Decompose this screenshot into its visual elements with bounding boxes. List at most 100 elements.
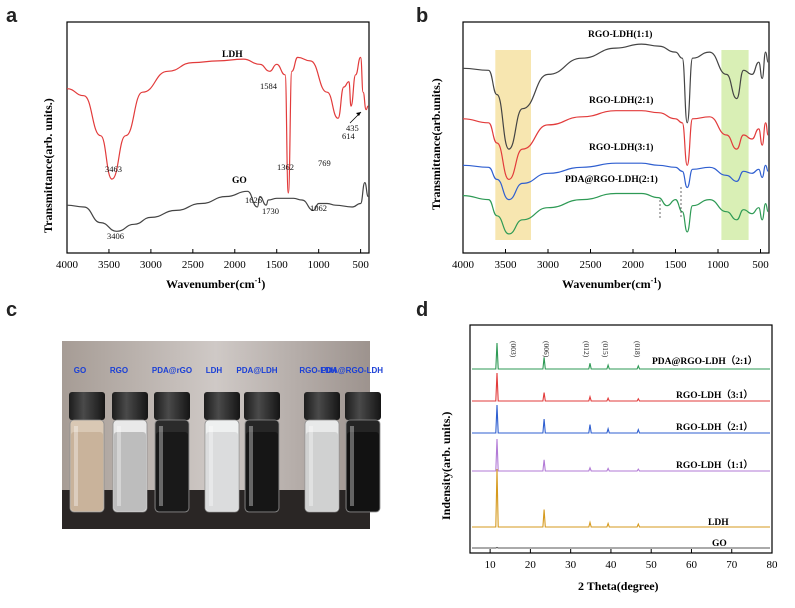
panel-a-tick-label: 3500: [98, 259, 121, 271]
xrd-label-go: GO: [712, 539, 727, 549]
vial-cap: [244, 392, 280, 420]
vial-label-1: RGO: [110, 366, 128, 375]
highlight-lowwave-region: [721, 50, 749, 240]
xrd-label-2-1: RGO-LDH（2:1）: [676, 421, 753, 433]
go-ftir-line: [66, 181, 369, 232]
vial-label-3: LDH: [206, 366, 223, 375]
xrd-label-1-1: RGO-LDH（1:1）: [676, 459, 753, 471]
peak-012: (012): [582, 341, 591, 358]
vial-cap: [345, 392, 381, 420]
panel-a-tick-label: 1500: [266, 259, 289, 271]
panel-b-plot: 4000 3500 3000 2500 2000 1500 1000 500 RGO-LDH(…: [452, 21, 770, 271]
vial-label-6: PDA@RGO-LDH: [321, 366, 383, 375]
peak-label-3406: 3406: [107, 231, 124, 241]
rgo-ldh-3-1-line: [462, 162, 769, 201]
rgo-ldh-3-1-label: RGO-LDH(3:1): [589, 142, 653, 153]
pda-rgo-ldh-2-1-line: [462, 192, 769, 235]
panel-a-tick-label: 1000: [308, 259, 331, 271]
vial-glare: [74, 426, 78, 506]
panel-a-ylabel: Transmittance(arb. units.): [41, 98, 55, 233]
panel-a-tick-label: 4000: [56, 259, 79, 271]
panel-d-xticks: 10 20 30 40 50 60 70 80: [485, 549, 778, 571]
vial-label-0: GO: [74, 366, 86, 375]
rgo-ldh-1-1-line: [462, 43, 769, 150]
panel-c-label: c: [6, 299, 17, 321]
panel-d-xlabel: 2 Theta(degree): [578, 579, 659, 593]
vial-liquid: [306, 432, 338, 511]
peak-label-1730: 1730: [262, 206, 279, 216]
panel-b-xticks: 4000 3500 3000 2500 2000 1500 1000 500: [452, 249, 769, 271]
panel-a-tick-label: 2000: [224, 259, 247, 271]
panel-b-tick-label: 1500: [665, 259, 688, 271]
panel-d-tick-label: 70: [726, 559, 738, 571]
panel-b-tick-label: 3500: [495, 259, 518, 271]
panel-a-label: a: [6, 5, 18, 27]
peak-015: (015): [601, 341, 610, 358]
vial-cap: [112, 392, 148, 420]
panel-a-xlabel: Wavenumber(cm-1): [166, 276, 265, 291]
panel-b-ylabel: Transmittance(arb.units.): [429, 78, 443, 210]
arrow-435-head: [356, 112, 361, 116]
panel-a-tick-label: 3000: [140, 259, 163, 271]
panel-a-xticks: 4000 3500 3000 2500 2000 1500 1000 500: [56, 249, 369, 271]
rgo-ldh-2-1-label: RGO-LDH(2:1): [589, 95, 653, 106]
vial-liquid: [71, 432, 103, 511]
vial-glare: [117, 426, 121, 506]
vial-cap: [204, 392, 240, 420]
vial-cap: [69, 392, 105, 420]
vial-label-4: PDA@LDH: [236, 366, 277, 375]
peak-label-3463: 3463: [105, 164, 122, 174]
vial-liquid: [246, 432, 278, 511]
panel-b-label: b: [416, 5, 428, 27]
peak-label-435: 435: [346, 123, 359, 133]
xrd-line-5: [472, 546, 770, 549]
xrd-line-4: [472, 468, 770, 528]
rgo-ldh-2-1-line: [462, 110, 769, 181]
xrd-label-3-1: RGO-LDH（3:1）: [676, 389, 753, 401]
ldh-ftir-line: [66, 56, 369, 194]
panel-d-label: d: [416, 299, 428, 321]
peak-label-1362: 1362: [277, 162, 294, 172]
vial-glare: [350, 426, 354, 506]
xrd-label-ldh: LDH: [708, 518, 729, 528]
panel-d-tick-label: 20: [525, 559, 537, 571]
xrd-line-2: [472, 404, 770, 434]
panel-b-tick-label: 500: [752, 259, 769, 271]
rgo-ldh-1-1-label: RGO-LDH(1:1): [588, 29, 652, 40]
vial-glare: [309, 426, 313, 506]
peak-label-1626: 1626: [245, 195, 262, 205]
panel-d-tick-label: 40: [605, 559, 617, 571]
vial-liquid: [114, 432, 146, 511]
panel-d-tick-label: 10: [485, 559, 497, 571]
panel-d-tick-label: 80: [767, 559, 779, 571]
panel-d-tick-label: 30: [565, 559, 577, 571]
panel-b-tick-label: 2500: [580, 259, 603, 271]
panel-a-tick-label: 500: [352, 259, 369, 271]
pda-rgo-ldh-2-1-label: PDA@RGO-LDH(2:1): [565, 174, 658, 185]
peak-003: (003): [509, 341, 518, 358]
xrd-label-pda-2-1: PDA@RGO-LDH（2:1）: [652, 355, 757, 367]
panel-d-tick-label: 60: [686, 559, 698, 571]
vial-liquid: [156, 432, 188, 511]
panel-d-tick-label: 50: [646, 559, 658, 571]
panel-b-xlabel: Wavenumber(cm-1): [562, 276, 661, 291]
panel-a-tick-label: 2500: [182, 259, 205, 271]
peak-label-1062: 1062: [310, 203, 327, 213]
vial-glare: [209, 426, 213, 506]
highlight-oh-region: [495, 50, 531, 240]
peak-label-1584: 1584: [260, 81, 278, 91]
vial-glare: [159, 426, 163, 506]
panel-a-plot: 4000 3500 3000 2500 2000 1500 1000 500 LDH GO 3…: [56, 21, 370, 271]
peak-018: (018): [633, 341, 642, 358]
panel-b-tick-label: 1000: [707, 259, 730, 271]
xrd-line-1: [472, 372, 770, 402]
panel-b-tick-label: 3000: [537, 259, 560, 271]
peak-label-769: 769: [318, 158, 331, 168]
panel-b-tick-label: 4000: [452, 259, 475, 271]
panel-d-plot: 10 20 30 40 50 60 70 80 (003) (006) (012) (015)…: [469, 324, 778, 571]
peak-label-614: 614: [342, 131, 356, 141]
panel-b-tick-label: 2000: [622, 259, 645, 271]
vial-label-5: RGO-LDH: [299, 366, 337, 375]
